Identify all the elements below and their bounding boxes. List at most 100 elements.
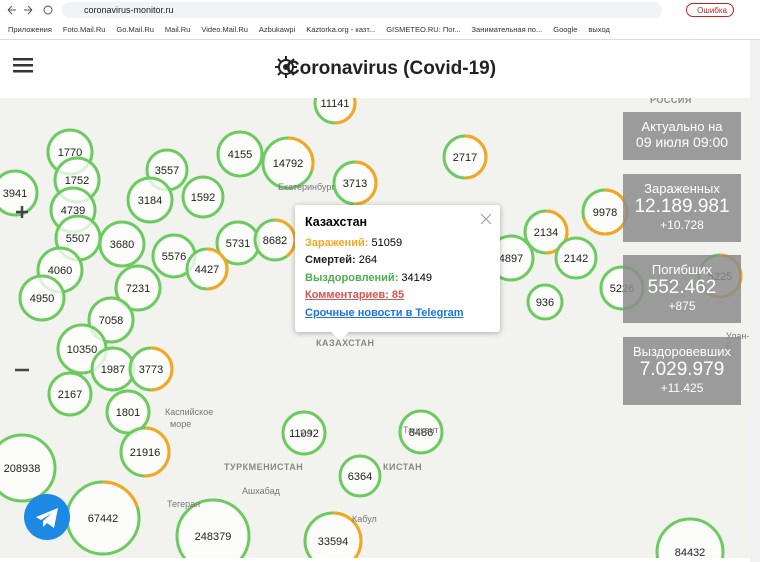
bubble-arc xyxy=(332,160,378,206)
bubble-label: 4155 xyxy=(228,149,252,161)
bookmark: выход xyxy=(588,25,610,34)
row-label: Заражений: xyxy=(305,236,369,249)
bubble-label: 14792 xyxy=(273,158,304,170)
bubble: 2134 xyxy=(523,209,569,255)
bubble: 21916 xyxy=(119,426,171,478)
bubble-label: 2167 xyxy=(58,389,82,401)
bubble-label: 11141 xyxy=(321,98,350,110)
close-icon[interactable] xyxy=(480,213,492,225)
bubble-label: 3184 xyxy=(138,195,162,207)
bubble: 8486 xyxy=(398,409,444,455)
bubble-label: 208938 xyxy=(4,463,41,475)
bubble-label: 248379 xyxy=(195,531,232,543)
bubble-label: 4739 xyxy=(61,205,85,217)
bubble-label: 9978 xyxy=(593,207,617,219)
bubble: 936 xyxy=(526,283,564,321)
bubble-label: 5731 xyxy=(226,238,250,250)
bubble-label: 6364 xyxy=(348,471,372,483)
bubble-label: 3557 xyxy=(155,165,179,177)
map-label: Тегеран xyxy=(167,499,201,509)
bubble: 2717 xyxy=(442,134,488,180)
bookmark: Video.Mail.Ru xyxy=(201,25,248,34)
map-label: КИСТАН xyxy=(383,462,423,472)
bookmark: Занимательная по... xyxy=(471,25,543,34)
bubble: 2167 xyxy=(47,371,93,417)
bookmark: Приложения xyxy=(8,25,52,34)
header xyxy=(0,40,750,98)
stat-title: Зараженных xyxy=(644,181,720,196)
menu-icon[interactable] xyxy=(13,57,33,73)
bubble-label: 4060 xyxy=(48,265,72,277)
bubble-arc xyxy=(523,209,569,255)
bubble-label: 4427 xyxy=(195,264,219,276)
stat-value: 7.029.979 xyxy=(639,359,725,380)
bubble: 9978 xyxy=(581,188,629,236)
bookmark: Azbukawpi xyxy=(258,25,296,34)
bubble-label: 67442 xyxy=(88,513,119,525)
bubble: 11141 xyxy=(313,98,357,125)
bubble: 2142 xyxy=(554,236,598,280)
map-label: Каспийское xyxy=(165,407,214,417)
bubble: 3713 xyxy=(332,160,378,206)
bubble-label: 8682 xyxy=(263,235,287,247)
bubble-label: 1987 xyxy=(101,364,125,376)
row-value: 264 xyxy=(358,254,378,266)
bubble-arc xyxy=(303,511,363,558)
bubble-label: 3680 xyxy=(110,239,134,251)
bubble-ring xyxy=(114,264,162,312)
telegram-link[interactable]: Срочные новости в Telegram xyxy=(305,306,464,319)
bubble-label: 936 xyxy=(536,297,554,309)
error-button[interactable]: Ошибка xyxy=(686,3,734,17)
bubble-label: 3773 xyxy=(139,364,163,376)
map-label: РОССИЯ xyxy=(650,98,692,105)
bubble-ring xyxy=(0,169,39,217)
bubble-arc xyxy=(442,134,488,180)
bubble-arc xyxy=(313,98,357,125)
bubble-label: 1770 xyxy=(58,147,82,159)
map-label: УЗ xyxy=(300,429,313,439)
bubble-label: 21916 xyxy=(130,447,161,459)
bubble: 67442 xyxy=(65,480,141,556)
bubble: 7231 xyxy=(114,264,162,312)
stat-panel: Выздоровевших 7.029.979 +11.425 xyxy=(623,337,741,405)
stat-title: Актуально на xyxy=(641,119,723,134)
address-bar[interactable]: coronavirus-monitor.ru xyxy=(62,2,662,18)
bubble: 6364 xyxy=(338,454,382,498)
bubble-label: 4897 xyxy=(499,253,523,265)
scrollbar[interactable] xyxy=(750,40,760,562)
nav-buttons[interactable] xyxy=(6,4,56,16)
bubble-label: 4950 xyxy=(30,293,54,305)
row-label: Смертей: xyxy=(305,254,356,266)
row-value: 34149 xyxy=(401,271,433,284)
bubble-label: 3713 xyxy=(343,178,367,190)
bubble-arc xyxy=(128,346,174,392)
bubble-label: 11092 xyxy=(289,428,319,440)
bubble: 208938 xyxy=(0,433,57,503)
bubble-arc xyxy=(261,136,315,190)
bubble-label: 1592 xyxy=(191,192,215,204)
bubble-label: 3941 xyxy=(3,188,27,200)
bubble-ring xyxy=(526,283,564,321)
zoom-controls[interactable] xyxy=(10,200,34,390)
bubble-label: 5507 xyxy=(66,233,90,245)
stat-panel: Зараженных 12.189.981 +10.728 xyxy=(623,174,741,242)
bubble: 14792 xyxy=(261,136,315,190)
row-value: 51059 xyxy=(371,236,403,249)
stat-value: 09 июля 09:00 xyxy=(635,134,729,150)
comments-link[interactable]: Комментариев: 85 xyxy=(305,289,405,301)
telegram-button[interactable] xyxy=(24,494,70,540)
map-label: Екатеринбург xyxy=(278,182,335,192)
bookmarks-bar: Приложения Foto.Mail.Ru Go.Mail.Ru Mail.Ru V… xyxy=(0,20,760,40)
stat-value: 552.462 xyxy=(647,277,717,298)
map-label: море xyxy=(170,419,192,429)
bubble: 8682 xyxy=(253,218,297,262)
bubble: 3680 xyxy=(98,220,146,268)
row-label: Выздоровлений: xyxy=(305,271,399,284)
stat-title: Выздоровевших xyxy=(632,344,732,359)
stat-delta: +11.425 xyxy=(660,381,704,395)
popup-title: Казахстан xyxy=(305,215,368,229)
bubble-ring xyxy=(0,433,57,503)
bubble: 5731 xyxy=(215,220,261,266)
bubble-ring xyxy=(554,236,598,280)
